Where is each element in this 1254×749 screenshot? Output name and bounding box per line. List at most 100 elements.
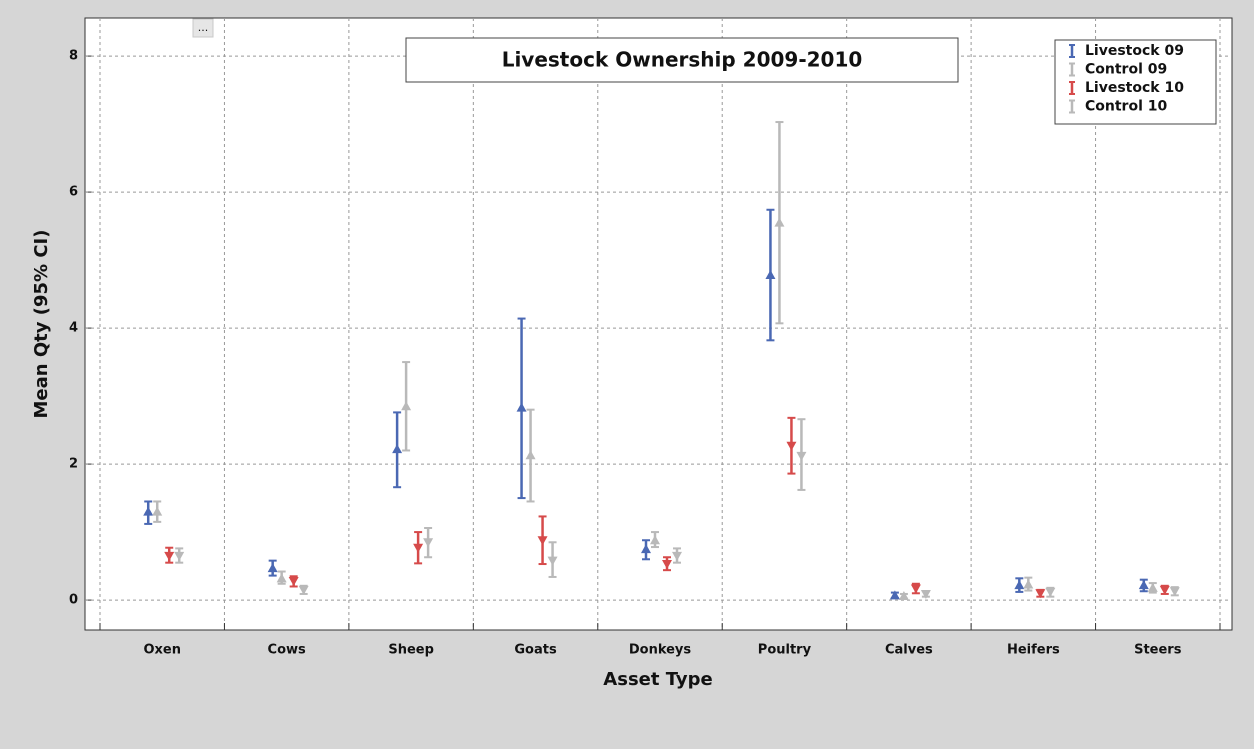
error-bar	[298, 584, 309, 595]
error-bar	[164, 546, 175, 564]
x-tick-label: Oxen	[143, 643, 181, 658]
error-bar	[267, 559, 278, 577]
mean-marker	[537, 536, 548, 546]
x-tick-label: Donkeys	[629, 643, 692, 658]
legend: Livestock 09 Control 09 Livestock 10 Contro…	[1054, 39, 1217, 125]
marks	[143, 121, 1180, 600]
mean-marker	[641, 544, 651, 554]
y-tick-label: 2	[69, 457, 78, 472]
error-bar	[650, 531, 660, 549]
button-frame[interactable]	[192, 18, 214, 38]
mean-marker	[1169, 587, 1180, 597]
mean-marker	[298, 585, 309, 595]
error-bar	[920, 589, 931, 599]
mean-marker	[164, 551, 175, 561]
mean-marker	[516, 402, 527, 412]
error-bar	[786, 416, 797, 475]
error-bar	[525, 408, 536, 503]
mean-marker	[1014, 580, 1025, 590]
mean-marker	[392, 444, 403, 454]
mean-marker	[143, 506, 154, 516]
mean-marker	[765, 270, 776, 280]
mean-marker	[525, 450, 536, 460]
error-bar	[413, 531, 424, 565]
error-bar	[889, 590, 900, 600]
error-bar	[1035, 588, 1046, 599]
error-bar	[288, 575, 299, 588]
mean-marker	[672, 551, 682, 561]
error-bar	[1147, 582, 1158, 594]
error-bar	[174, 547, 185, 564]
mean-marker	[288, 577, 299, 587]
x-tick-label: Calves	[885, 643, 933, 658]
grid: 0 2 4 6 8 Oxen Cows Sheep Goats Donkeys Poultry Cal…	[69, 18, 1232, 658]
mean-marker	[401, 401, 412, 411]
x-tick-label: Goats	[514, 643, 557, 658]
button-label[interactable]: ...	[198, 21, 209, 34]
legend-label: Control 10	[1085, 99, 1167, 115]
error-bar	[516, 317, 527, 500]
mean-marker	[898, 591, 909, 600]
mean-marker	[786, 441, 797, 451]
mean-marker	[920, 589, 931, 599]
error-bar	[765, 208, 776, 342]
error-bar	[672, 547, 682, 564]
y-axis-title: Mean Qty (95% CI)	[31, 230, 52, 419]
error-bar	[1045, 586, 1056, 598]
x-axis-title: Asset Type	[603, 669, 712, 690]
toolbar-button[interactable]: ...	[192, 18, 214, 38]
plot-area	[84, 17, 1233, 631]
error-bar	[392, 411, 403, 489]
mean-marker	[1159, 585, 1170, 595]
mean-marker	[1045, 587, 1056, 597]
error-bar	[641, 539, 651, 561]
y-tick-label: 6	[69, 185, 78, 200]
mean-marker	[547, 556, 558, 566]
error-bar	[1159, 584, 1170, 595]
mean-marker	[774, 217, 785, 227]
mean-marker	[796, 451, 807, 461]
mean-marker	[1147, 582, 1158, 592]
error-bar	[152, 500, 163, 523]
chart-title: Livestock Ownership 2009-2010	[502, 48, 863, 72]
error-bar	[796, 418, 807, 491]
mean-marker	[423, 538, 434, 548]
legend-label: Livestock 09	[1085, 43, 1184, 59]
mean-marker	[650, 535, 660, 545]
y-tick-label: 4	[69, 321, 78, 336]
error-bar	[1014, 577, 1025, 593]
mean-marker	[889, 590, 900, 600]
y-tick-label: 0	[69, 593, 78, 608]
error-bar	[910, 582, 921, 595]
error-bar	[547, 541, 558, 578]
error-bar	[537, 515, 548, 566]
mean-marker	[267, 563, 278, 573]
error-bar	[143, 500, 154, 525]
mean-marker	[152, 506, 163, 516]
x-tick-label: Heifers	[1007, 643, 1060, 658]
error-bar	[401, 361, 412, 452]
error-bar	[423, 527, 434, 559]
error-bar	[1138, 578, 1149, 593]
mean-marker	[910, 584, 921, 594]
error-bar	[1023, 576, 1034, 592]
mean-marker	[1138, 580, 1149, 590]
mean-marker	[276, 573, 287, 583]
mean-marker	[413, 543, 424, 553]
mean-marker	[174, 551, 185, 561]
error-bar	[662, 556, 672, 572]
x-tick-label: Sheep	[388, 643, 434, 658]
mean-marker	[1023, 579, 1034, 589]
x-tick-label: Poultry	[758, 643, 812, 658]
mean-marker	[662, 560, 672, 570]
error-bar	[774, 121, 785, 325]
error-bar	[898, 591, 909, 600]
error-bar	[276, 570, 287, 585]
error-bar	[1169, 586, 1180, 597]
y-tick-label: 8	[69, 49, 78, 64]
x-tick-label: Steers	[1134, 643, 1182, 658]
legend-frame	[1054, 39, 1217, 125]
legend-label: Control 09	[1085, 62, 1167, 78]
